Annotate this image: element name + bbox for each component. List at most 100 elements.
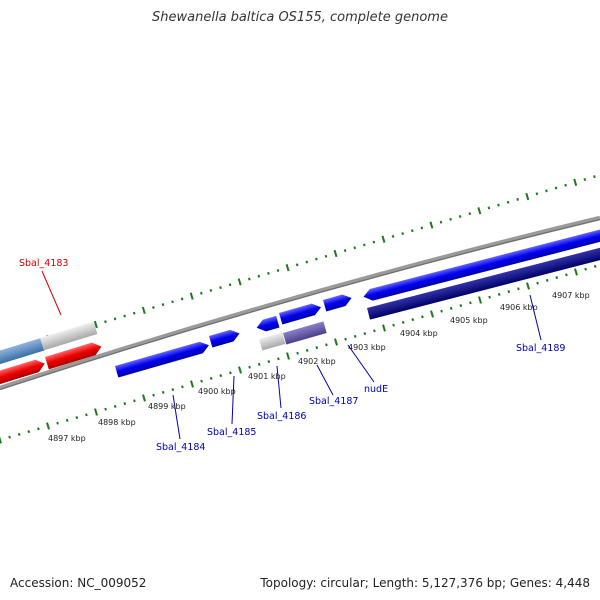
scale-tick [267,271,270,275]
scale-tick [468,212,472,216]
gene-pseudo-2[interactable] [259,332,286,351]
scale-tick [257,274,261,278]
scale-tick [161,303,165,307]
scale-tick [353,246,357,250]
connector-sbal-4186 [276,365,282,409]
gene-reverse-1[interactable] [0,357,47,385]
gene-sbal-4187[interactable] [283,321,327,345]
scale-tick [506,200,510,204]
scale-tick [325,343,328,347]
scale-tick [133,399,136,403]
scale-tick [421,315,424,319]
gene-labels: Sbal_4183 Sbal_4184 Sbal_4185 Sbal_4186 … [19,258,565,453]
scale-tick [429,221,434,229]
scale-tick [238,366,242,374]
scale-tick [459,304,463,308]
scale-tick [573,178,578,186]
scale-tick [583,178,587,181]
gene-reverse-2[interactable] [45,340,103,370]
scale-label: 4907 kbp [552,291,590,300]
map-title: Shewanella baltica OS155, complete genom… [152,10,448,25]
scale-tick [200,291,203,295]
scale-label: 4900 kbp [198,387,236,396]
scale-tick [593,175,596,179]
scale-tick [469,301,472,305]
scale-tick [56,421,59,425]
gene-label-sbal-4185[interactable]: Sbal_4185 [207,427,256,438]
scale-tick [171,300,174,304]
scale-tick [190,380,194,388]
scale-tick [401,232,404,236]
scale-tick [305,348,309,352]
gene-nude[interactable] [323,292,353,312]
scale-tick [343,249,347,253]
scale-tick [152,393,155,397]
gene-rna-feature[interactable] [0,337,45,365]
scale-tick [516,197,520,201]
scale-tick [161,390,165,394]
scale-tick [565,273,568,277]
scale-tick [487,206,491,210]
scale-tick [488,295,491,299]
gene-label-sbal-4183[interactable]: Sbal_4183 [19,258,68,269]
scale-tick [295,263,299,267]
scale-tick [219,374,223,378]
connector-sbal-4189 [529,294,542,341]
gene-label-sbal-4184[interactable]: Sbal_4184 [156,442,205,453]
gene-label-sbal-4189[interactable]: Sbal_4189 [516,343,565,354]
scale-tick [373,329,376,333]
scale-tick [315,346,319,350]
scale-label: 4897 kbp [48,434,86,443]
gene-sbal-4187b[interactable] [279,301,323,325]
backbone [0,215,600,391]
gene-sbal-4186[interactable] [255,315,280,334]
scale-tick [545,278,549,282]
connector-sbal-4183 [41,270,62,316]
scale-label: 4902 kbp [298,357,336,366]
scale-tick [228,283,232,287]
scale-tick [334,338,338,346]
scale-tick [104,407,107,411]
scale-tick [229,371,232,375]
gene-label-nude[interactable]: nudE [364,384,388,395]
gene-label-sbal-4186[interactable]: Sbal_4186 [257,411,306,422]
scale-tick [247,277,251,281]
scale-tick [324,254,328,258]
scale-tick [219,286,222,290]
scale-tick [152,306,155,309]
scale-tick [372,240,376,244]
scale-label: 4898 kbp [98,418,136,427]
connector-sbal-4187 [316,364,334,396]
scale-tick [113,404,117,408]
gene-sbal-4190[interactable] [367,245,600,320]
scale-tick [381,235,386,243]
scale-tick [286,352,290,360]
gene-sbal-4189[interactable] [362,228,600,302]
scale-tick [296,351,299,355]
scale-tick [46,422,50,430]
scale-tick [478,296,482,304]
scale-tick [440,309,443,313]
scale-tick [181,385,184,389]
scale-tick [536,281,539,285]
scale-tick [555,276,559,280]
scale-tick [353,334,357,338]
scale-tick [65,418,69,422]
scale-tick [132,311,136,315]
scale-tick [391,234,395,238]
gene-sbal-4184[interactable] [115,340,211,378]
scale-tick [449,217,452,221]
scale-tick [93,320,98,329]
scale-tick [497,203,500,207]
scale-tick [497,292,501,296]
scale-label: 4904 kbp [400,329,438,338]
scale-tick [564,183,567,187]
scale-tick-marks [0,175,597,444]
scale-tick [113,317,117,321]
gene-pseudo-feature[interactable] [40,321,98,351]
scale-tick [189,292,194,300]
scale-tick [180,297,184,301]
gene-sbal-4185[interactable] [209,328,241,348]
scale-tick [333,249,338,258]
gene-label-sbal-4187[interactable]: Sbal_4187 [309,396,358,407]
